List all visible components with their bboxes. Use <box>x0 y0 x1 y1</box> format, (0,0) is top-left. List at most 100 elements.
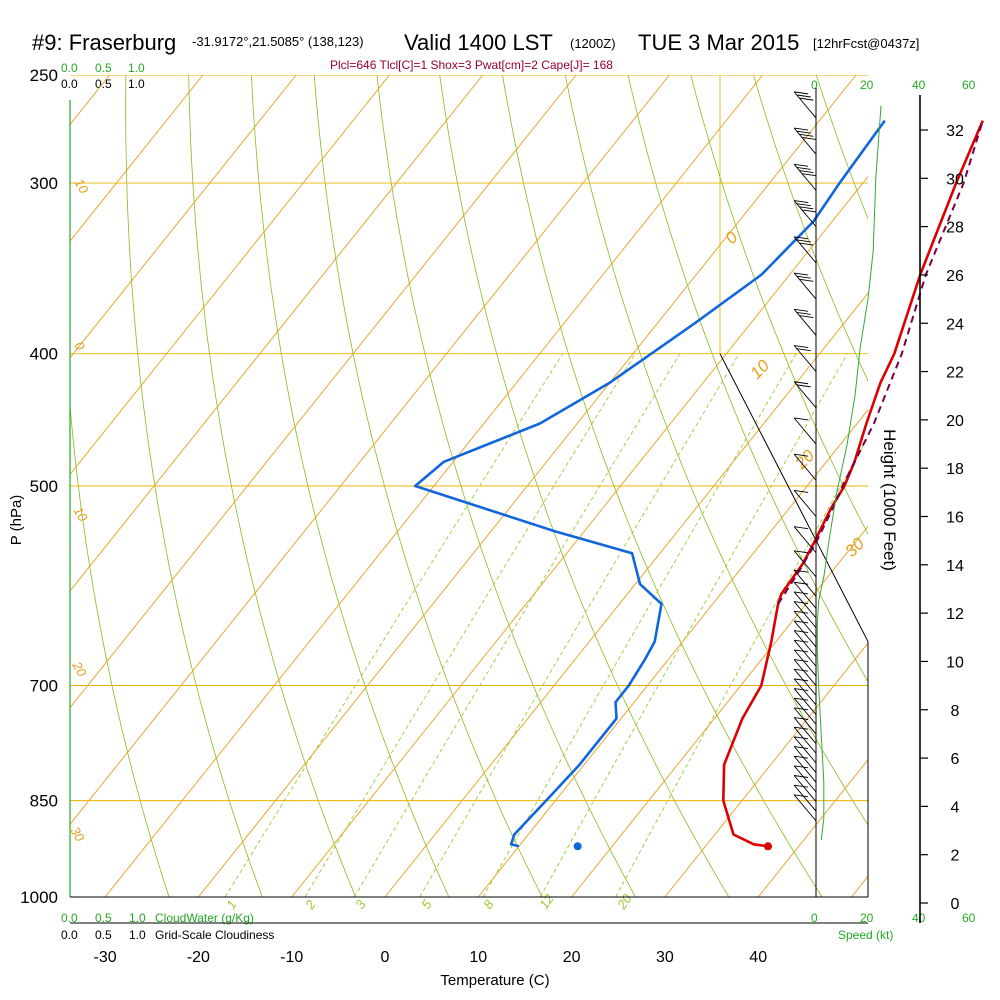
barb-flag <box>794 272 809 276</box>
barb-flag <box>794 707 809 711</box>
barb-flag <box>796 94 811 98</box>
dry-adiabat <box>502 75 823 897</box>
temperature-tick-label: -30 <box>94 949 117 966</box>
temperature-tick-label: 20 <box>563 949 581 966</box>
height-tick-label: 4 <box>951 799 960 816</box>
barb-flag <box>794 620 809 624</box>
wind-speed-profile <box>816 105 882 841</box>
dry-adiabat <box>627 75 868 683</box>
barb-flag <box>794 697 809 701</box>
mixing-ratio-line <box>482 353 797 897</box>
surface-dewpoint-marker <box>573 842 582 851</box>
wind-barb <box>793 765 817 793</box>
isotherm <box>851 875 868 897</box>
wind-barb <box>793 601 817 628</box>
barb-flag <box>794 794 809 798</box>
mixing-ratio-label: 2 <box>302 897 319 913</box>
barb-flag <box>794 453 809 457</box>
barb-staff <box>793 775 817 802</box>
barb-flag <box>794 601 809 605</box>
mixing-ratio-line <box>354 353 681 897</box>
barb-flag <box>796 167 811 170</box>
barb-flag <box>794 526 809 530</box>
dry-adiabat <box>564 75 868 826</box>
background-grid <box>0 75 868 897</box>
barb-flag <box>794 649 809 653</box>
top-cloudiness-tick-2: 1.0 <box>128 77 145 91</box>
barb-flag <box>794 163 809 167</box>
mixing-ratio-line <box>419 353 740 897</box>
barb-flag <box>794 490 809 493</box>
isotherm <box>664 642 868 897</box>
isotherm <box>0 75 16 897</box>
barb-flag <box>794 345 809 348</box>
top-cloudiness-tick-0: 0.0 <box>61 77 78 91</box>
barb-flag <box>794 630 809 634</box>
barb-flag <box>799 278 814 282</box>
wind-barb <box>793 678 817 706</box>
barb-staff <box>793 746 817 773</box>
wind-barb <box>793 726 817 754</box>
barb-staff <box>793 490 817 517</box>
barb-flag <box>799 315 814 318</box>
bottom-cloudiness-tick-1: 0.5 <box>95 928 112 942</box>
pressure-tick-label: 850 <box>30 792 58 811</box>
temperature-tick-label: -20 <box>187 949 210 966</box>
mixing-ratio-label: 1 <box>223 897 239 912</box>
series-parcel <box>777 120 984 605</box>
wind-barb <box>793 775 817 802</box>
barb-flag <box>794 688 809 691</box>
pressure-tick-label: 500 <box>30 477 58 496</box>
wind-barb <box>793 639 817 667</box>
barb-flag <box>794 678 809 682</box>
barb-flag <box>794 610 809 614</box>
barb-flag <box>794 639 809 643</box>
barb-staff <box>793 236 817 264</box>
wind-barb <box>793 490 817 517</box>
pressure-tick-label: 1000 <box>20 888 58 907</box>
mixing-ratio-label: 3 <box>352 897 369 912</box>
wind-barb <box>793 550 817 578</box>
barb-flag <box>796 348 811 352</box>
speed-top-tick-0: 0 <box>811 78 818 92</box>
wind-barb <box>793 236 817 264</box>
top-cloudwater-tick-0: 0.0 <box>61 61 78 75</box>
barb-flag <box>794 775 809 778</box>
barb-staff <box>793 794 817 822</box>
mixing-ratio-line <box>539 353 848 897</box>
wind-barb <box>793 784 817 812</box>
height-tick-label: 10 <box>946 654 964 671</box>
dry-adiabat <box>188 75 356 897</box>
barb-staff <box>793 417 817 445</box>
height-tick-label: 30 <box>946 171 964 188</box>
isotherm-label-left: 0 <box>71 339 88 353</box>
isotherm-label-left: 10 <box>70 504 91 525</box>
speed-bottom-tick-2: 40 <box>912 911 926 925</box>
barb-staff <box>793 381 817 409</box>
temperature-tick-label: 40 <box>749 949 767 966</box>
barb-staff <box>793 591 817 619</box>
barb-staff <box>793 345 817 372</box>
barb-flag <box>796 275 811 279</box>
pressure-tick-label: 400 <box>30 345 58 364</box>
wind-barb <box>793 688 817 715</box>
wind-barb <box>793 381 817 409</box>
dry-adiabat <box>313 75 543 897</box>
wind-barb <box>793 659 817 686</box>
barb-staff <box>793 581 817 609</box>
bottom-cloudwater-label: CloudWater (g/Kg) <box>155 911 254 925</box>
wind-barb <box>793 707 817 735</box>
barb-flag <box>794 308 809 312</box>
y-axis-title: P (hPa) <box>8 495 25 546</box>
barb-staff <box>793 526 817 554</box>
bottom-cloudwater-tick-1: 0.5 <box>95 911 112 925</box>
chart-zulu-time: (1200Z) <box>570 36 616 51</box>
barb-staff <box>793 127 817 155</box>
barb-flag <box>801 209 817 213</box>
bottom-cloudiness-tick-2: 1.0 <box>129 928 146 942</box>
barb-staff <box>793 453 817 481</box>
pressure-tick-label: 300 <box>30 174 58 193</box>
wind-barb <box>793 569 817 597</box>
